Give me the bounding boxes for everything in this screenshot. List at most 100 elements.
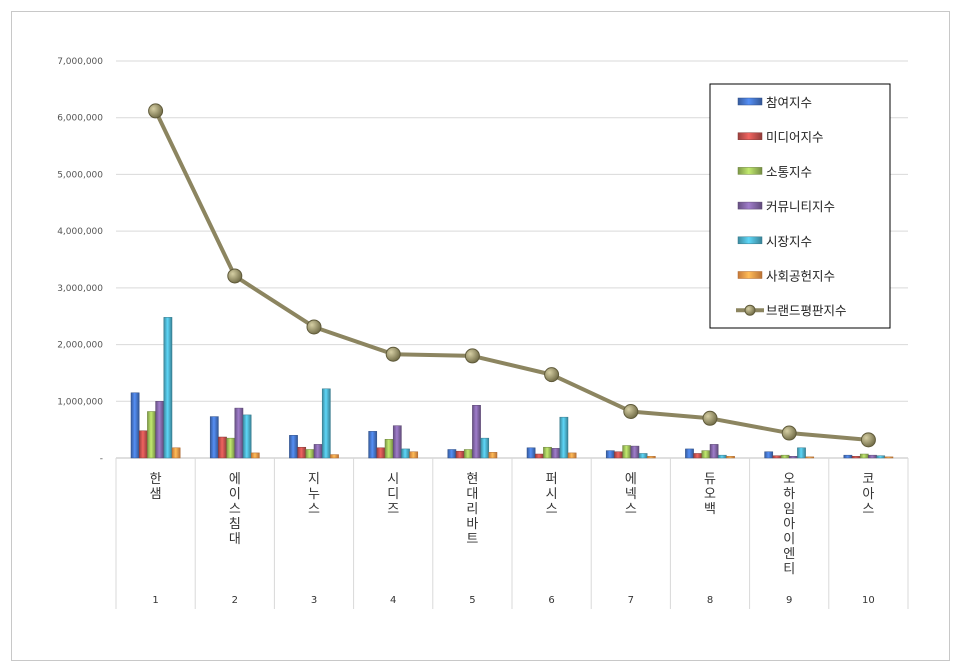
line-point	[702, 410, 718, 426]
line-point	[623, 403, 639, 419]
bar-사회공헌지수	[884, 456, 894, 459]
y-tick-label: 1,000,000	[57, 397, 103, 407]
bar-커뮤니티지수	[155, 401, 165, 459]
category-rank-label: 1	[152, 595, 158, 606]
category-rank-label: 8	[707, 595, 713, 606]
legend-label: 브랜드평판지수	[766, 303, 847, 318]
bar-미디어지수	[772, 455, 782, 459]
bar-미디어지수	[376, 447, 386, 459]
y-tick-label: 2,000,000	[57, 341, 103, 351]
legend-swatch	[737, 201, 763, 210]
legend-marker	[744, 304, 756, 316]
y-tick-label: 3,000,000	[57, 284, 103, 294]
category-rank-label: 10	[862, 595, 875, 606]
bar-참여지수	[764, 451, 774, 459]
y-tick-label: -	[100, 454, 103, 464]
bar-시장지수	[717, 454, 727, 459]
bar-커뮤니티지수	[551, 448, 561, 459]
category-rank-label: 7	[628, 595, 634, 606]
bar-시장지수	[638, 453, 648, 459]
bar-커뮤니티지수	[788, 456, 798, 459]
bar-시장지수	[242, 414, 252, 459]
bar-커뮤니티지수	[472, 405, 481, 459]
bar-소통지수	[463, 449, 473, 459]
line-point	[464, 348, 480, 364]
bar-소통지수	[701, 450, 711, 459]
bar-시장지수	[163, 317, 173, 459]
legend-swatch	[737, 271, 763, 279]
line-point	[860, 432, 876, 448]
line-point	[306, 319, 322, 335]
bar-시장지수	[480, 437, 490, 459]
category-rank-label: 5	[469, 595, 475, 606]
category-rank-label: 2	[232, 595, 238, 606]
y-tick-label: 5,000,000	[57, 170, 103, 180]
bar-커뮤니티지수	[709, 444, 719, 459]
bar-소통지수	[859, 453, 869, 459]
bar-소통지수	[147, 411, 156, 459]
bar-소통지수	[780, 454, 790, 459]
bar-참여지수	[843, 454, 853, 459]
bar-시장지수	[876, 455, 886, 459]
bar-미디어지수	[614, 451, 623, 459]
bar-참여지수	[368, 431, 378, 459]
bar-참여지수	[289, 435, 298, 459]
bar-미디어지수	[851, 456, 861, 459]
line-브랜드평판지수	[153, 110, 869, 442]
bar-미디어지수	[297, 446, 307, 459]
bar-소통지수	[305, 449, 315, 459]
bar-사회공헌지수	[646, 456, 656, 459]
bar-사회공헌지수	[250, 452, 260, 459]
bar-참여지수	[130, 392, 140, 459]
bar-미디어지수	[138, 430, 148, 459]
bar-사회공헌지수	[409, 451, 419, 459]
bar-시장지수	[797, 447, 806, 459]
legend-label: 커뮤니티지수	[766, 199, 835, 214]
bar-커뮤니티지수	[868, 454, 877, 459]
bar-소통지수	[226, 437, 236, 459]
bar-사회공헌지수	[330, 454, 339, 459]
category-rank-label: 4	[390, 595, 396, 606]
bar-소통지수	[622, 445, 632, 459]
bar-소통지수	[543, 446, 552, 459]
bar-참여지수	[209, 416, 219, 459]
bar-series	[130, 317, 894, 459]
line-series	[148, 103, 876, 448]
x-axis: 한 샘 1 에 이 스 침 대 2 지 누 스 3 시 디 즈 4 현 대 리 바 트 5 퍼 시 스 6 에 넥 스 7 듀 오 백 8 오 하 임 아 이…	[115, 457, 909, 609]
bar-미디어지수	[534, 453, 544, 459]
y-tick-label: 6,000,000	[57, 114, 103, 124]
legend-label: 소통지수	[766, 164, 812, 179]
legend-label: 참여지수	[766, 95, 812, 110]
bar-시장지수	[321, 388, 331, 459]
bar-참여지수	[447, 449, 457, 459]
bar-사회공헌지수	[171, 447, 181, 459]
bar-참여지수	[605, 450, 615, 459]
bar-참여지수	[526, 447, 536, 459]
bar-시장지수	[401, 448, 410, 459]
line-point	[385, 346, 401, 362]
legend-swatch	[737, 167, 763, 175]
bar-미디어지수	[455, 450, 465, 459]
y-axis: - 1,000,000 2,000,000 3,000,000 4,000,000 5,0…	[57, 57, 103, 464]
bar-사회공헌지수	[567, 452, 577, 459]
bar-커뮤니티지수	[313, 444, 323, 459]
bar-미디어지수	[218, 436, 227, 459]
category-rank-label: 9	[786, 595, 792, 606]
bar-커뮤니티지수	[630, 445, 640, 459]
line-point	[544, 367, 560, 383]
bar-미디어지수	[693, 453, 703, 459]
legend-label: 사회공헌지수	[766, 269, 835, 284]
bar-사회공헌지수	[726, 456, 735, 459]
legend-label: 시장지수	[766, 234, 812, 249]
legend-swatch	[737, 132, 763, 140]
